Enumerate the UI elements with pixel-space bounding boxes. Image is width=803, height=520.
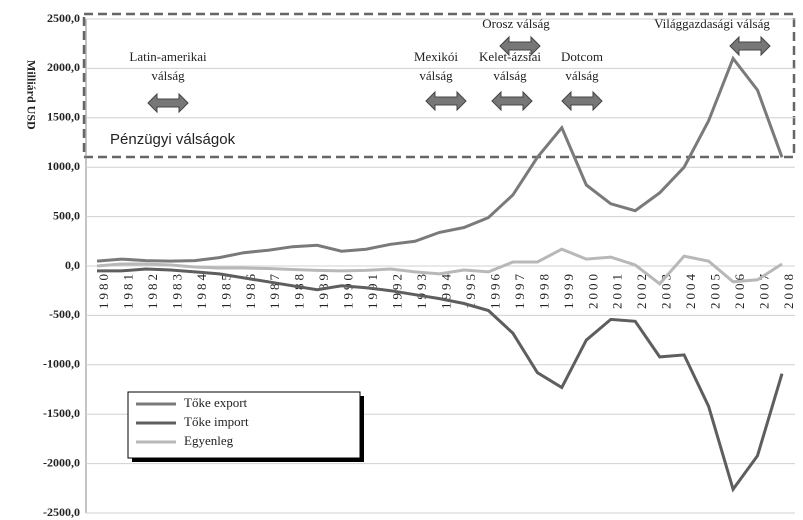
x-tick-label: 1996 xyxy=(487,271,502,309)
x-tick-label: 1998 xyxy=(536,271,551,309)
x-tick-label: 2008 xyxy=(781,271,796,309)
x-tick-label: 2001 xyxy=(610,271,625,309)
legend-label: Tőke import xyxy=(184,414,249,429)
legend-label: Tőke export xyxy=(184,395,248,410)
x-tick-label: 1981 xyxy=(120,271,135,309)
x-tick-label: 2006 xyxy=(732,271,747,309)
annotation: Mexikói xyxy=(414,49,458,64)
annotation: válság xyxy=(493,68,527,83)
x-tick-label: 1988 xyxy=(292,271,307,309)
y-tick-label: -1000,0 xyxy=(43,357,80,371)
legend-label: Egyenleg xyxy=(184,433,234,448)
x-tick-label: 2007 xyxy=(757,271,772,309)
y-tick-label: 500,0 xyxy=(53,208,80,222)
double-arrow xyxy=(499,35,541,57)
y-axis-label: Milliárd USD xyxy=(24,60,38,130)
x-tick-label: 1990 xyxy=(341,271,356,309)
y-tick-label: -2000,0 xyxy=(43,455,80,469)
y-tick-label: 1000,0 xyxy=(47,159,80,173)
double-arrow xyxy=(729,35,771,57)
double-arrow xyxy=(425,90,467,112)
annotation: Dotcom xyxy=(561,49,603,64)
double-arrow xyxy=(147,92,189,114)
x-tick-label: 2005 xyxy=(708,271,723,309)
double-arrow xyxy=(561,90,603,112)
crisis-box xyxy=(82,12,796,159)
x-tick-label: 1987 xyxy=(267,271,282,309)
x-tick-label: 1982 xyxy=(145,271,160,309)
series-line xyxy=(96,55,784,263)
x-tick-label: 1980 xyxy=(96,271,111,309)
x-tick-label: 2000 xyxy=(585,271,600,309)
x-tick-label: 1993 xyxy=(414,271,429,309)
annotation: válság xyxy=(565,68,599,83)
annotation: Világgazdasági válság xyxy=(654,16,770,31)
series-line xyxy=(96,247,783,286)
y-tick-label: -1500,0 xyxy=(43,406,80,420)
x-tick-label: 1997 xyxy=(512,271,527,309)
y-tick-label: -2500,0 xyxy=(43,505,80,519)
x-tick-label: 1985 xyxy=(218,271,233,309)
annotation: Latin-amerikai xyxy=(129,49,207,64)
double-arrow xyxy=(491,90,533,112)
x-tick-label: 2004 xyxy=(683,271,698,309)
x-tick-label: 2002 xyxy=(634,271,649,309)
y-tick-label: 2000,0 xyxy=(47,60,80,74)
x-tick-label: 1994 xyxy=(438,271,453,309)
y-tick-label: 1500,0 xyxy=(47,110,80,124)
annotation: válság xyxy=(151,68,185,83)
y-tick-label: 2500,0 xyxy=(47,11,80,25)
y-tick-label: -500,0 xyxy=(49,307,80,321)
x-tick-label: 1984 xyxy=(194,271,209,309)
annotation: válság xyxy=(419,68,453,83)
x-tick-label: 1983 xyxy=(169,271,184,309)
x-tick-label: 1995 xyxy=(463,271,478,309)
x-tick-label: 1999 xyxy=(561,271,576,309)
y-tick-label: 0,0 xyxy=(65,258,80,272)
box-title: Pénzügyi válságok xyxy=(110,131,236,148)
x-tick-label: 1992 xyxy=(390,271,405,309)
annotation: Orosz válság xyxy=(482,16,550,31)
series-line xyxy=(97,267,784,493)
annotation: Kelet-ázsiai xyxy=(479,49,541,64)
